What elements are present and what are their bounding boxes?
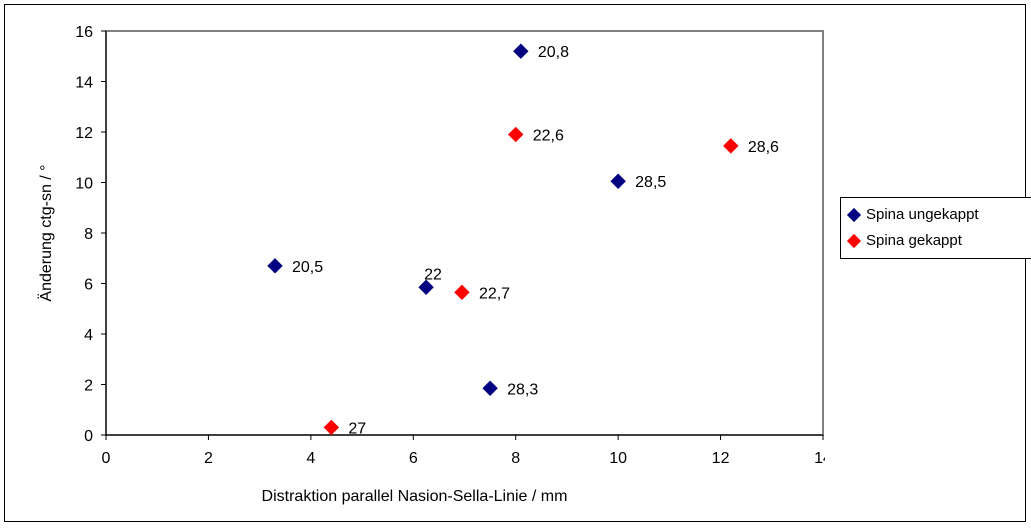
data-point-diamond bbox=[418, 279, 434, 295]
x-axis-label: Distraktion parallel Nasion-Sella-Linie … bbox=[262, 488, 568, 505]
data-label: 20,5 bbox=[292, 259, 323, 276]
data-label: 28,5 bbox=[635, 174, 666, 191]
legend: Spina ungekappt Spina gekappt bbox=[840, 197, 1031, 259]
data-label: 28,3 bbox=[507, 381, 538, 398]
y-tick-label: 4 bbox=[84, 327, 93, 344]
data-point-diamond bbox=[323, 419, 340, 436]
y-tick-label: 2 bbox=[84, 378, 93, 395]
data-points: 20,8 28,5 20,5 22 28,3 22,6 28,6 22,7 27 bbox=[267, 43, 779, 437]
x-tick-label: 12 bbox=[712, 450, 730, 467]
plot-area bbox=[105, 30, 824, 436]
y-tick-label: 14 bbox=[75, 75, 93, 92]
data-label: 20,8 bbox=[538, 44, 569, 61]
x-tick-label: 0 bbox=[102, 450, 111, 467]
y-tick-label: 10 bbox=[75, 176, 93, 193]
data-point-diamond bbox=[508, 126, 524, 143]
ticks: 0 2 4 6 8 10 12 14 0 2 4 6 8 10 12 14 16 bbox=[75, 24, 825, 467]
data-label: 22,6 bbox=[533, 128, 564, 145]
y-tick-label: 8 bbox=[84, 226, 93, 243]
data-point-diamond bbox=[482, 380, 498, 396]
legend-marker-diamond-icon bbox=[846, 233, 862, 248]
y-axis-label: Änderung ctg-sn / ° bbox=[37, 164, 55, 301]
axes bbox=[105, 30, 824, 436]
legend-label: Spina ungekappt bbox=[866, 206, 979, 223]
x-tick-label: 14 bbox=[814, 450, 825, 467]
legend-marker-diamond-icon bbox=[846, 207, 862, 222]
x-tick-label: 4 bbox=[306, 450, 315, 467]
data-point-diamond bbox=[454, 284, 470, 301]
legend-label: Spina gekappt bbox=[866, 232, 962, 249]
data-point-diamond bbox=[267, 258, 283, 274]
x-tick-label: 10 bbox=[609, 450, 627, 467]
y-tick-label: 12 bbox=[75, 125, 93, 142]
legend-item-spina-gekappt: Spina gekappt bbox=[846, 232, 962, 249]
chart-frame: 024681012140246810121416 20,828,520,5222… bbox=[4, 4, 1031, 522]
data-label: 27 bbox=[348, 420, 366, 437]
y-tick-label: 16 bbox=[75, 24, 93, 41]
data-label: 28,6 bbox=[748, 139, 779, 156]
y-tick-label: 0 bbox=[84, 428, 93, 445]
data-point-diamond bbox=[610, 173, 626, 189]
data-point-diamond bbox=[513, 43, 529, 59]
x-tick-label: 6 bbox=[409, 450, 418, 467]
data-label: 22,7 bbox=[479, 285, 510, 302]
x-tick-label: 8 bbox=[511, 450, 520, 467]
data-point-diamond bbox=[723, 138, 739, 154]
scatter-chart: 024681012140246810121416 20,828,520,5222… bbox=[37, 24, 825, 505]
x-tick-label: 2 bbox=[204, 450, 213, 467]
legend-item-spina-ungekappt: Spina ungekappt bbox=[846, 206, 979, 223]
data-label: 22 bbox=[424, 266, 442, 283]
y-tick-label: 6 bbox=[84, 277, 93, 294]
